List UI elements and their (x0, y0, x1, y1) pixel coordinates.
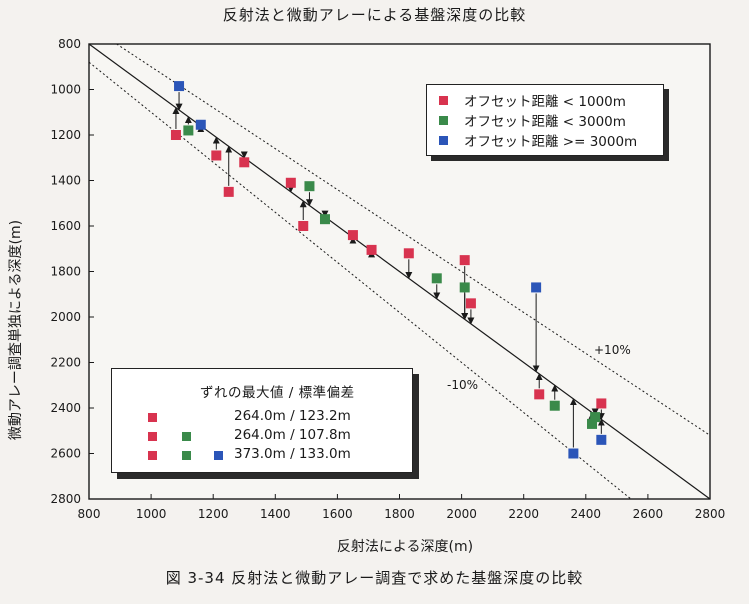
data-point-red (347, 230, 358, 241)
x-tick-label: 1800 (384, 507, 415, 521)
legend-marker-green (439, 115, 448, 125)
x-tick-label: 2000 (446, 507, 477, 521)
stats-marker-red (148, 413, 157, 422)
x-axis-label: 反射法による深度(m) (336, 539, 474, 555)
data-point-red (459, 255, 470, 266)
stats-value: 264.0m / 107.8m (234, 427, 351, 443)
data-point-green (590, 412, 601, 423)
figure-caption: 図 3-34 反射法と微動アレー調査で求めた基盤深度の比較 (165, 569, 584, 587)
plus-ten-percent-label: +10% (594, 343, 631, 357)
data-point-green (549, 400, 560, 411)
y-tick-label: 2000 (50, 310, 81, 324)
ten-percent-line (88, 61, 632, 500)
stats-row: 264.0m / 107.8m (148, 426, 408, 446)
data-point-green (319, 214, 330, 225)
legend-label: オフセット距離 < 1000m (464, 94, 626, 110)
data-point-green (183, 125, 194, 136)
minus-ten-percent-label: -10% (447, 378, 478, 392)
legend-item-offset-lt1000: オフセット距離 < 1000m (439, 89, 626, 111)
data-point-blue (568, 448, 579, 459)
x-tick-label: 2800 (695, 507, 726, 521)
x-tick-label: 800 (78, 507, 101, 521)
y-tick-label: 2800 (50, 492, 81, 506)
stats-value: 373.0m / 133.0m (234, 446, 351, 462)
stats-legend: ずれの最大値 / 標準偏差 264.0m / 123.2m 264.0m / 1… (111, 368, 413, 473)
data-point-blue (174, 81, 185, 92)
y-tick-label: 1600 (50, 219, 81, 233)
x-tick-label: 1400 (260, 507, 291, 521)
data-point-red (223, 186, 234, 197)
x-tick-label: 1600 (322, 507, 353, 521)
legend-label: オフセット距離 >= 3000m (464, 134, 638, 150)
data-point-red (285, 177, 296, 188)
data-point-blue (596, 434, 607, 445)
legend-item-offset-lt3000: オフセット距離 < 3000m (439, 109, 626, 131)
legend-label: オフセット距離 < 3000m (464, 114, 626, 130)
y-tick-label: 1200 (50, 128, 81, 142)
legend-item-offset-ge3000: オフセット距離 >= 3000m (439, 129, 637, 151)
x-tick-label: 1000 (136, 507, 167, 521)
data-point-green (459, 282, 470, 293)
x-tick-label: 2600 (633, 507, 664, 521)
stats-row: 373.0m / 133.0m (148, 445, 408, 465)
stats-value: 264.0m / 123.2m (234, 408, 351, 424)
data-point-blue (531, 282, 542, 293)
y-axis-label: 微動アレー調査単独による深度(m) (8, 219, 24, 441)
data-point-red (465, 298, 476, 309)
y-tick-label: 1400 (50, 174, 81, 188)
data-point-red (239, 157, 250, 168)
data-point-red (298, 221, 309, 231)
stats-row: 264.0m / 123.2m (148, 407, 408, 427)
stats-marker-red (148, 432, 157, 441)
stats-marker-red (148, 451, 157, 460)
data-point-red (596, 398, 607, 409)
data-point-blue (195, 119, 206, 130)
data-point-green (431, 273, 442, 284)
y-tick-label: 2200 (50, 356, 81, 370)
y-tick-label: 800 (58, 37, 81, 51)
data-point-red (403, 248, 414, 259)
data-point-red (534, 389, 545, 400)
stats-marker-green (182, 451, 191, 460)
data-point-green (587, 418, 598, 429)
y-tick-label: 2400 (50, 401, 81, 415)
y-tick-label: 1800 (50, 265, 81, 279)
stats-header: ずれの最大値 / 標準偏差 (200, 385, 355, 401)
offset-legend: オフセット距離 < 1000m オフセット距離 < 3000m オフセット距離 … (426, 84, 664, 156)
data-point-green (304, 181, 315, 192)
stats-marker-green (182, 432, 191, 441)
x-tick-label: 2400 (571, 507, 602, 521)
x-tick-label: 1200 (198, 507, 229, 521)
y-tick-label: 1000 (50, 83, 81, 97)
legend-marker-blue (439, 135, 448, 145)
x-tick-label: 2200 (508, 507, 539, 521)
y-tick-label: 2600 (50, 447, 81, 461)
chart-title: 反射法と微動アレーによる基盤深度の比較 (222, 6, 527, 24)
one-to-one-line (88, 43, 711, 500)
data-point-red (211, 150, 222, 161)
legend-marker-red (439, 95, 448, 105)
stats-marker-blue (214, 451, 223, 460)
ten-percent-line (116, 43, 711, 436)
data-point-red (366, 244, 377, 255)
data-point-red (170, 130, 181, 140)
